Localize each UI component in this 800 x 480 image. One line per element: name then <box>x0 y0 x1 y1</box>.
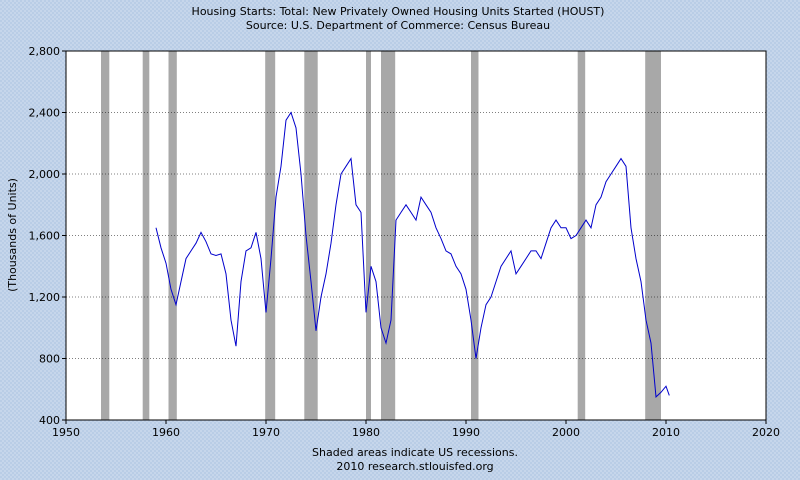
y-tick-label-4: 2,000 <box>29 168 61 181</box>
axis-ticks: 400 800 1,200 1,600 2,000 2,400 2,800 1950 1960 1… <box>29 45 781 439</box>
x-tick-label-6: 2010 <box>652 426 680 439</box>
recession-band-2 <box>168 51 177 420</box>
source-url: 2010 research.stlouisfed.org <box>336 460 493 473</box>
y-axis-label: (Thousands of Units) <box>6 178 19 292</box>
chart-title: Housing Starts: Total: New Privately Own… <box>192 5 605 18</box>
recession-band-9 <box>645 51 661 420</box>
x-tick-label-4: 1990 <box>452 426 480 439</box>
x-tick-label-0: 1950 <box>52 426 80 439</box>
y-tick-label-6: 2,800 <box>29 45 61 58</box>
recession-band-4 <box>304 51 318 420</box>
series-line-0 <box>155 111 670 398</box>
y-tick-label-5: 2,400 <box>29 107 61 120</box>
recession-band-5 <box>366 51 371 420</box>
y-tick-label-0: 400 <box>39 414 60 427</box>
x-tick-label-7: 2020 <box>752 426 780 439</box>
x-tick-label-5: 2000 <box>552 426 580 439</box>
x-tick-label-2: 1970 <box>252 426 280 439</box>
chart-subtitle: Source: U.S. Department of Commerce: Cen… <box>246 19 550 32</box>
y-tick-label-2: 1,200 <box>29 291 61 304</box>
y-tick-label-3: 1,600 <box>29 230 61 243</box>
series-layer <box>155 111 670 398</box>
recession-band-1 <box>142 51 150 420</box>
x-tick-label-1: 1960 <box>152 426 180 439</box>
x-tick-label-3: 1980 <box>352 426 380 439</box>
recession-note: Shaded areas indicate US recessions. <box>312 446 518 459</box>
y-tick-label-1: 800 <box>39 353 60 366</box>
recession-band-8 <box>577 51 586 420</box>
recession-band-6 <box>381 51 396 420</box>
